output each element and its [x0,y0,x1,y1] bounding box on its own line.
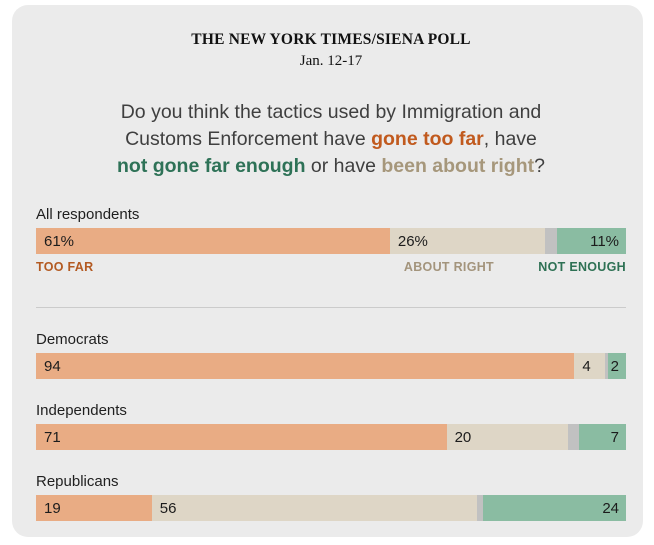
bar-value-label: 11% [590,232,620,250]
bar-group-label: Democrats [36,331,109,348]
bar-segment-too_far: 61% [36,228,390,254]
bar-group-label: Independents [36,402,127,419]
bar-segment-not_enough: 2 [607,353,626,379]
bar-segment-about_right: 4 [574,353,605,379]
axis-label-about-right: ABOUT RIGHT [403,260,494,274]
bar-segment-about_right: 20 [446,424,568,450]
bar-segment-filler [604,353,608,379]
bar-row: Independents 71 20 7 [36,402,626,450]
bar-value-label: 94 [44,357,61,375]
bar-value-label: 2 [610,357,619,375]
party-groups-section: Democrats 94 4 2 Independents 71 20 7 Republican… [36,331,626,521]
axis-label-too-far: TOO FAR [36,260,94,274]
question-segment: or have [305,155,382,177]
question-segment: ? [534,155,545,177]
bar-row: Democrats 94 4 2 [36,331,626,379]
bar-segment-not_enough: 24 [482,495,626,521]
bar-axis-labels: TOO FAR ABOUT RIGHT NOT ENOUGH [36,260,626,277]
question-line: not gone far enough or have been about r… [36,153,626,180]
all-respondents-section: All respondents 61% 26% 11% TOO FAR ABOUT R… [36,206,627,277]
stacked-bar: 19 56 24 [36,495,626,521]
bar-value-label: 7 [610,428,619,446]
bar-segment-filler [567,424,580,450]
bar-row: Republicans 19 56 24 [36,473,626,521]
question-segment: Do you think the tactics used by Immigra… [120,101,542,123]
bar-group-label: Republicans [36,473,119,490]
bar-value-label: 19 [44,499,61,517]
axis-label-not-enough: NOT ENOUGH [538,260,626,274]
bar-segment-too_far: 71 [36,424,447,450]
bar-segment-about_right: 56 [151,495,478,521]
bar-segment-too_far: 94 [36,353,575,379]
section-divider [36,307,626,308]
bar-segment-filler [477,495,483,521]
question-segment: gone too far [371,128,484,150]
bar-segment-about_right: 26% [389,228,546,254]
stacked-bar: 61% 26% 11% [36,228,627,254]
question-segment: , have [483,128,537,150]
bar-value-label: 56 [159,499,177,517]
bar-value-label: 71 [44,428,61,446]
bar-segment-filler [545,228,557,254]
bar-segment-not_enough: 11% [556,228,627,254]
bar-group-label: All respondents [36,206,140,223]
poll-date: Jan. 12-17 [299,53,363,69]
question-segment: been about right [381,155,535,177]
question-line: Customs Enforcement have gone too far, h… [36,126,626,153]
bar-value-label: 20 [454,428,472,446]
bar-value-label: 24 [602,499,619,517]
poll-title: THE NEW YORK TIMES/SIENA POLL [191,31,471,48]
bar-value-label: 61% [44,232,75,250]
bar-value-label: 26% [397,232,428,250]
question-segment: Customs Enforcement have [125,128,372,150]
poll-question: Do you think the tactics used by Immigra… [36,99,626,180]
question-line: Do you think the tactics used by Immigra… [36,99,626,126]
bar-value-label: 4 [582,357,591,375]
poll-card: THE NEW YORK TIMES/SIENA POLL Jan. 12-17… [12,5,643,537]
stacked-bar: 94 4 2 [36,353,626,379]
bar-segment-too_far: 19 [36,495,152,521]
bar-row: All respondents 61% 26% 11% [36,206,627,254]
bar-segment-not_enough: 7 [579,424,626,450]
stacked-bar: 71 20 7 [36,424,626,450]
poll-header: THE NEW YORK TIMES/SIENA POLL Jan. 12-17 [36,31,626,70]
question-segment: not gone far enough [117,155,306,177]
